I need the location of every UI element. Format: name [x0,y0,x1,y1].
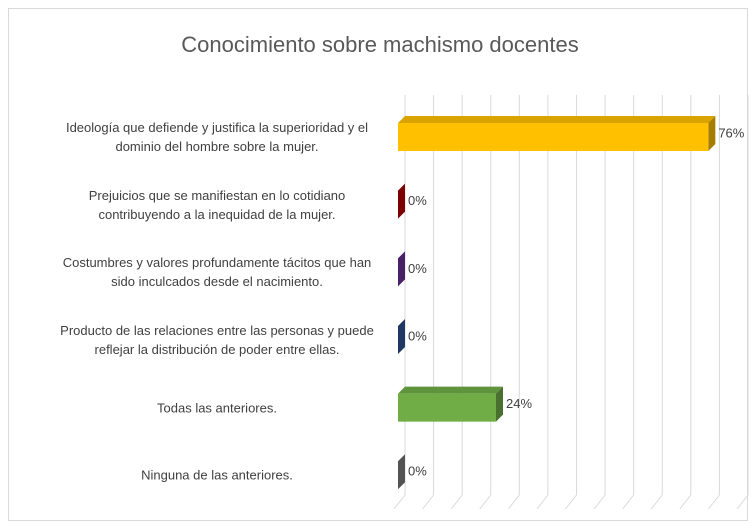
grid-floor [708,494,720,510]
value-label: 76% [718,125,744,140]
bar [398,251,405,287]
value-label: 0% [408,193,427,208]
grid-floor [450,494,463,510]
grid-floor [736,494,749,510]
grid-floor [393,494,406,510]
chart-title: Conocimiento sobre machismo docentes [181,32,578,57]
category-label: Ideología que defiende y justifica la su… [65,120,369,154]
bar-side [398,183,405,219]
category-label: Prejuicios que se manifiestan en lo coti… [88,187,346,222]
grid-floor [536,494,549,510]
bar [398,116,716,151]
bar-side [496,386,503,422]
bar-front [398,123,709,151]
value-label: 24% [506,396,532,411]
grid-floor [565,494,577,510]
grid-floor [422,494,434,510]
bar-side [398,454,405,490]
bar-side [398,318,405,354]
value-label: 0% [408,464,427,479]
bar [398,318,405,354]
category-label: Ninguna de las anteriores. [141,467,293,483]
bar [398,183,405,219]
bar-top [398,386,503,394]
chart-border [8,8,748,521]
bar-side [708,116,716,151]
grid-floor [593,494,606,510]
category-label: Costumbres y valores profundamente tácit… [62,255,372,290]
value-label: 0% [408,261,427,276]
bar [398,454,405,490]
grid-floor [622,494,635,510]
grid-floor [507,494,520,510]
bar-side [398,251,405,287]
category-label: Todas las anteriores. [157,400,277,416]
grid-floor [679,494,692,510]
category-label: Producto de las relaciones entre las per… [60,322,374,357]
grid-floor [479,494,492,510]
grid-floor [650,494,663,510]
bar [398,386,503,422]
bar-front [398,393,496,422]
bar-top [398,116,716,123]
value-label: 0% [408,328,427,343]
